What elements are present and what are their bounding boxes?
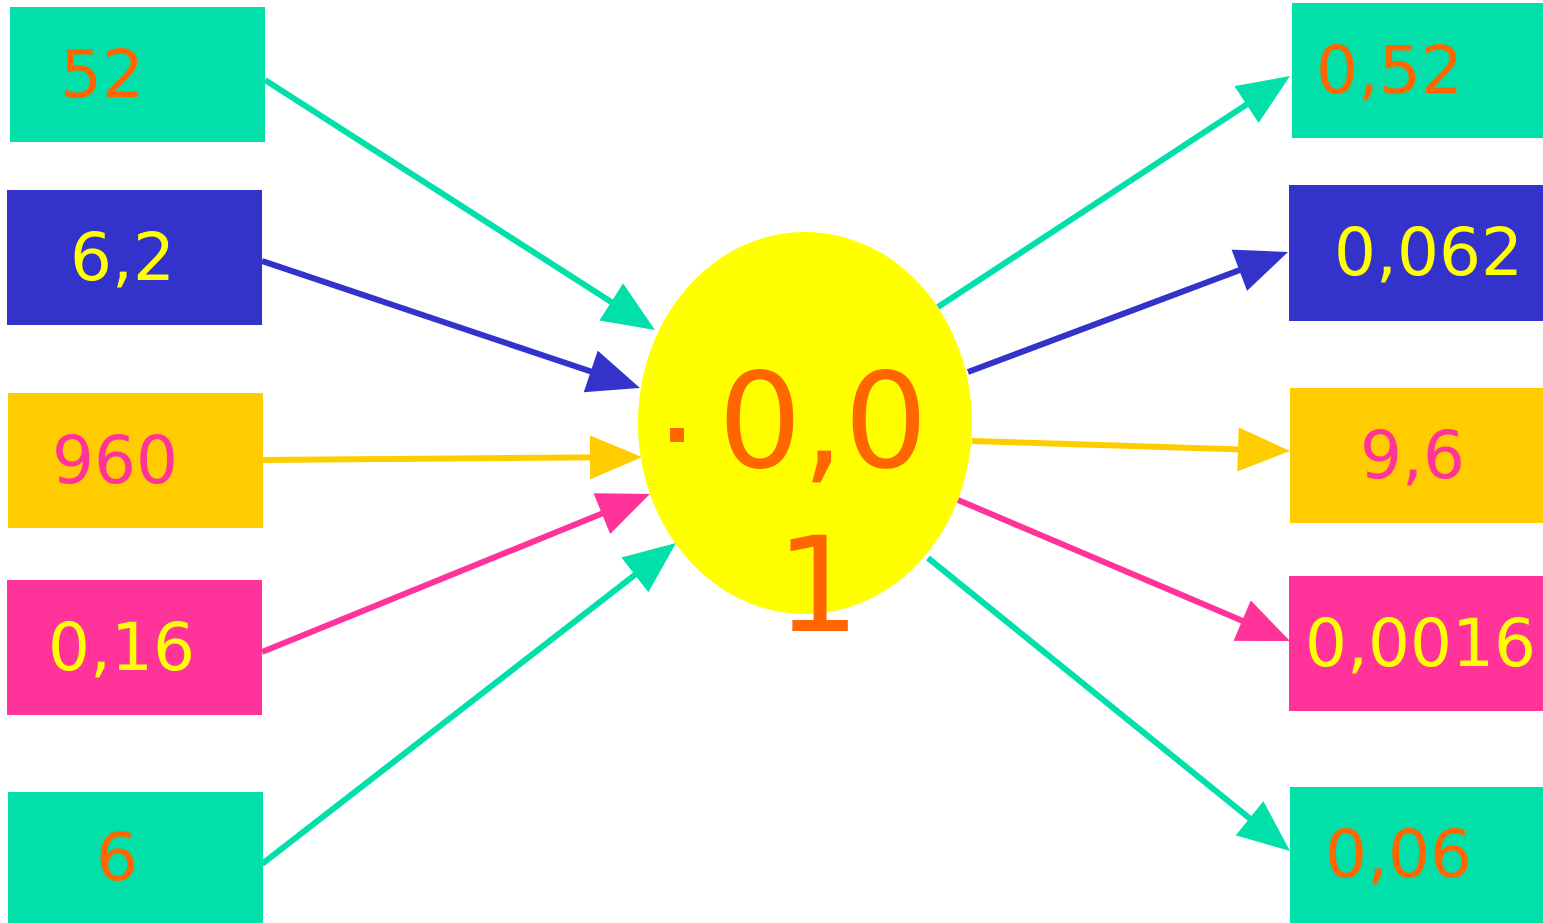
multiplier-oval: [638, 232, 972, 614]
input-arrow-2-head: [583, 350, 640, 393]
multiplier-value-line2: 1: [776, 509, 860, 663]
input-arrow-1-shaft: [263, 77, 617, 307]
multiplier-dot: [670, 428, 684, 442]
output-arrow-5: [926, 555, 1290, 851]
output-value-2: 0,062: [1334, 214, 1523, 291]
input-box-2: 6,2: [7, 190, 262, 325]
input-box-3: 960: [8, 393, 263, 528]
input-value-2: 6,2: [70, 218, 175, 296]
input-arrow-3: [262, 435, 642, 480]
input-arrow-5-head: [621, 543, 676, 593]
output-value-1: 0,52: [1316, 31, 1463, 109]
output-arrow-4-head: [1233, 600, 1290, 641]
output-arrow-2-shaft: [966, 266, 1245, 375]
multiplier-value-line1: 0,0: [718, 345, 928, 499]
input-value-3: 960: [52, 421, 178, 499]
output-arrow-4: [956, 497, 1290, 641]
output-box-1: 0,52: [1292, 3, 1543, 138]
output-arrow-3: [971, 427, 1290, 472]
input-box-4: 0,16: [7, 580, 262, 715]
input-arrow-4-shaft: [260, 509, 607, 655]
output-arrow-4-shaft: [956, 497, 1247, 625]
input-arrow-3-head: [589, 435, 642, 480]
output-arrow-3-head: [1237, 427, 1290, 472]
input-arrow-5: [260, 543, 676, 867]
input-arrow-5-shaft: [260, 570, 640, 867]
input-arrow-3-shaft: [262, 454, 595, 463]
output-box-2: 0,062: [1289, 185, 1543, 321]
input-box-5: 6: [8, 792, 263, 923]
output-value-4: 0,0016: [1305, 604, 1536, 682]
input-value-5: 6: [96, 818, 138, 896]
output-box-4: 0,0016: [1289, 576, 1543, 711]
output-arrow-2-head: [1231, 249, 1288, 291]
output-arrow-1: [936, 76, 1290, 310]
input-value-4: 0,16: [48, 608, 195, 686]
input-arrow-2-shaft: [261, 258, 596, 376]
output-box-5: 0,06: [1290, 787, 1543, 923]
input-arrow-1: [263, 77, 655, 330]
input-arrow-4-head: [593, 493, 650, 534]
output-arrow-1-shaft: [936, 99, 1252, 310]
output-arrow-5-head: [1235, 801, 1290, 851]
output-value-5: 0,06: [1325, 816, 1472, 893]
input-arrow-4: [260, 493, 650, 655]
input-box-1: 52: [10, 7, 265, 142]
output-arrow-3-shaft: [971, 438, 1243, 453]
output-value-3: 9,6: [1360, 416, 1465, 494]
output-arrow-2: [966, 249, 1288, 375]
input-arrow-2: [261, 258, 640, 393]
output-box-3: 9,6: [1290, 388, 1543, 523]
input-value-1: 52: [60, 35, 144, 113]
output-arrow-5-shaft: [926, 555, 1255, 824]
output-arrow-1-head: [1234, 76, 1290, 123]
input-arrow-1-head: [599, 283, 655, 330]
